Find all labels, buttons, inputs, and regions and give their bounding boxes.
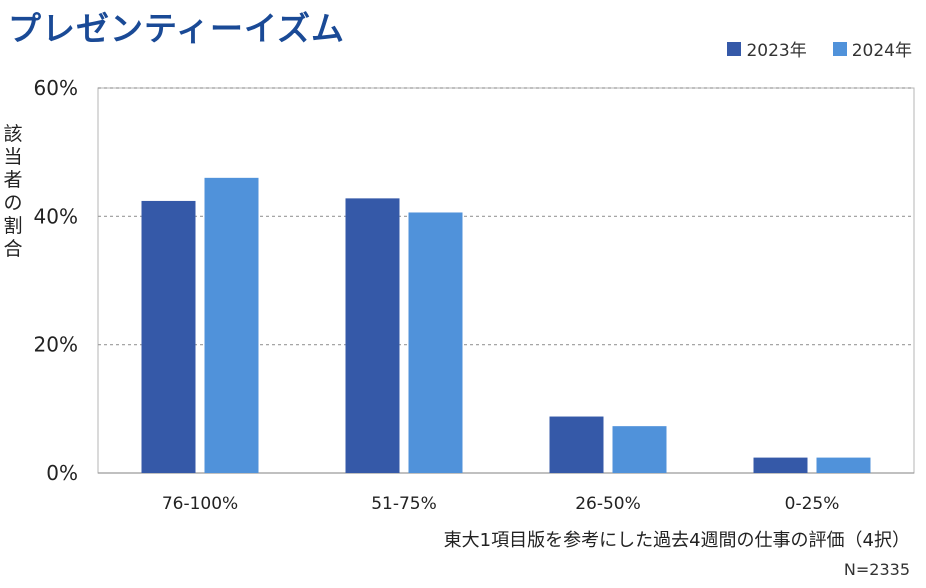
x-tick-label: 26-50%: [575, 494, 641, 514]
bar-2023: [345, 198, 400, 473]
y-axis-label-char: 割: [3, 215, 23, 237]
bar-2023: [753, 457, 808, 473]
chart-title: プレゼンティーイズム: [8, 9, 346, 48]
legend-item-2024: 2024年: [832, 36, 912, 61]
y-axis-label-char: 合: [3, 238, 23, 260]
bar-2023: [549, 416, 604, 473]
y-tick-label: 20%: [34, 333, 78, 357]
bar-2023: [141, 200, 196, 473]
x-tick-label: 0-25%: [785, 494, 840, 514]
y-tick-label: 0%: [46, 461, 78, 485]
x-axis-label: 東大1項目版を参考にした過去4週間の仕事の評価（4択）: [443, 530, 910, 551]
bar-2024: [612, 426, 667, 473]
legend-label-2024: 2024年: [851, 41, 912, 61]
y-tick-label: 40%: [34, 204, 78, 228]
y-axis-label-char: 該: [3, 123, 23, 145]
sample-size-note: N=2335: [843, 560, 910, 579]
x-tick-label: 76-100%: [162, 494, 238, 514]
legend-item-2023: 2023年: [727, 36, 807, 61]
y-axis-label-char: 当: [3, 146, 23, 168]
y-axis-label-char: 者: [3, 169, 23, 191]
y-axis-label: 該当者の割合: [0, 123, 26, 261]
legend-swatch-2024: [832, 41, 847, 56]
legend-label-2023: 2023年: [746, 41, 807, 61]
bar-2024: [408, 212, 463, 473]
bar-2024: [204, 177, 259, 474]
y-axis-label-char: の: [3, 192, 23, 214]
legend-swatch-2023: [727, 41, 742, 56]
legend: 2023年 2024年: [701, 36, 912, 61]
y-tick-label: 60%: [34, 76, 78, 100]
x-tick-label: 51-75%: [371, 494, 437, 514]
bar-2024: [816, 457, 871, 473]
